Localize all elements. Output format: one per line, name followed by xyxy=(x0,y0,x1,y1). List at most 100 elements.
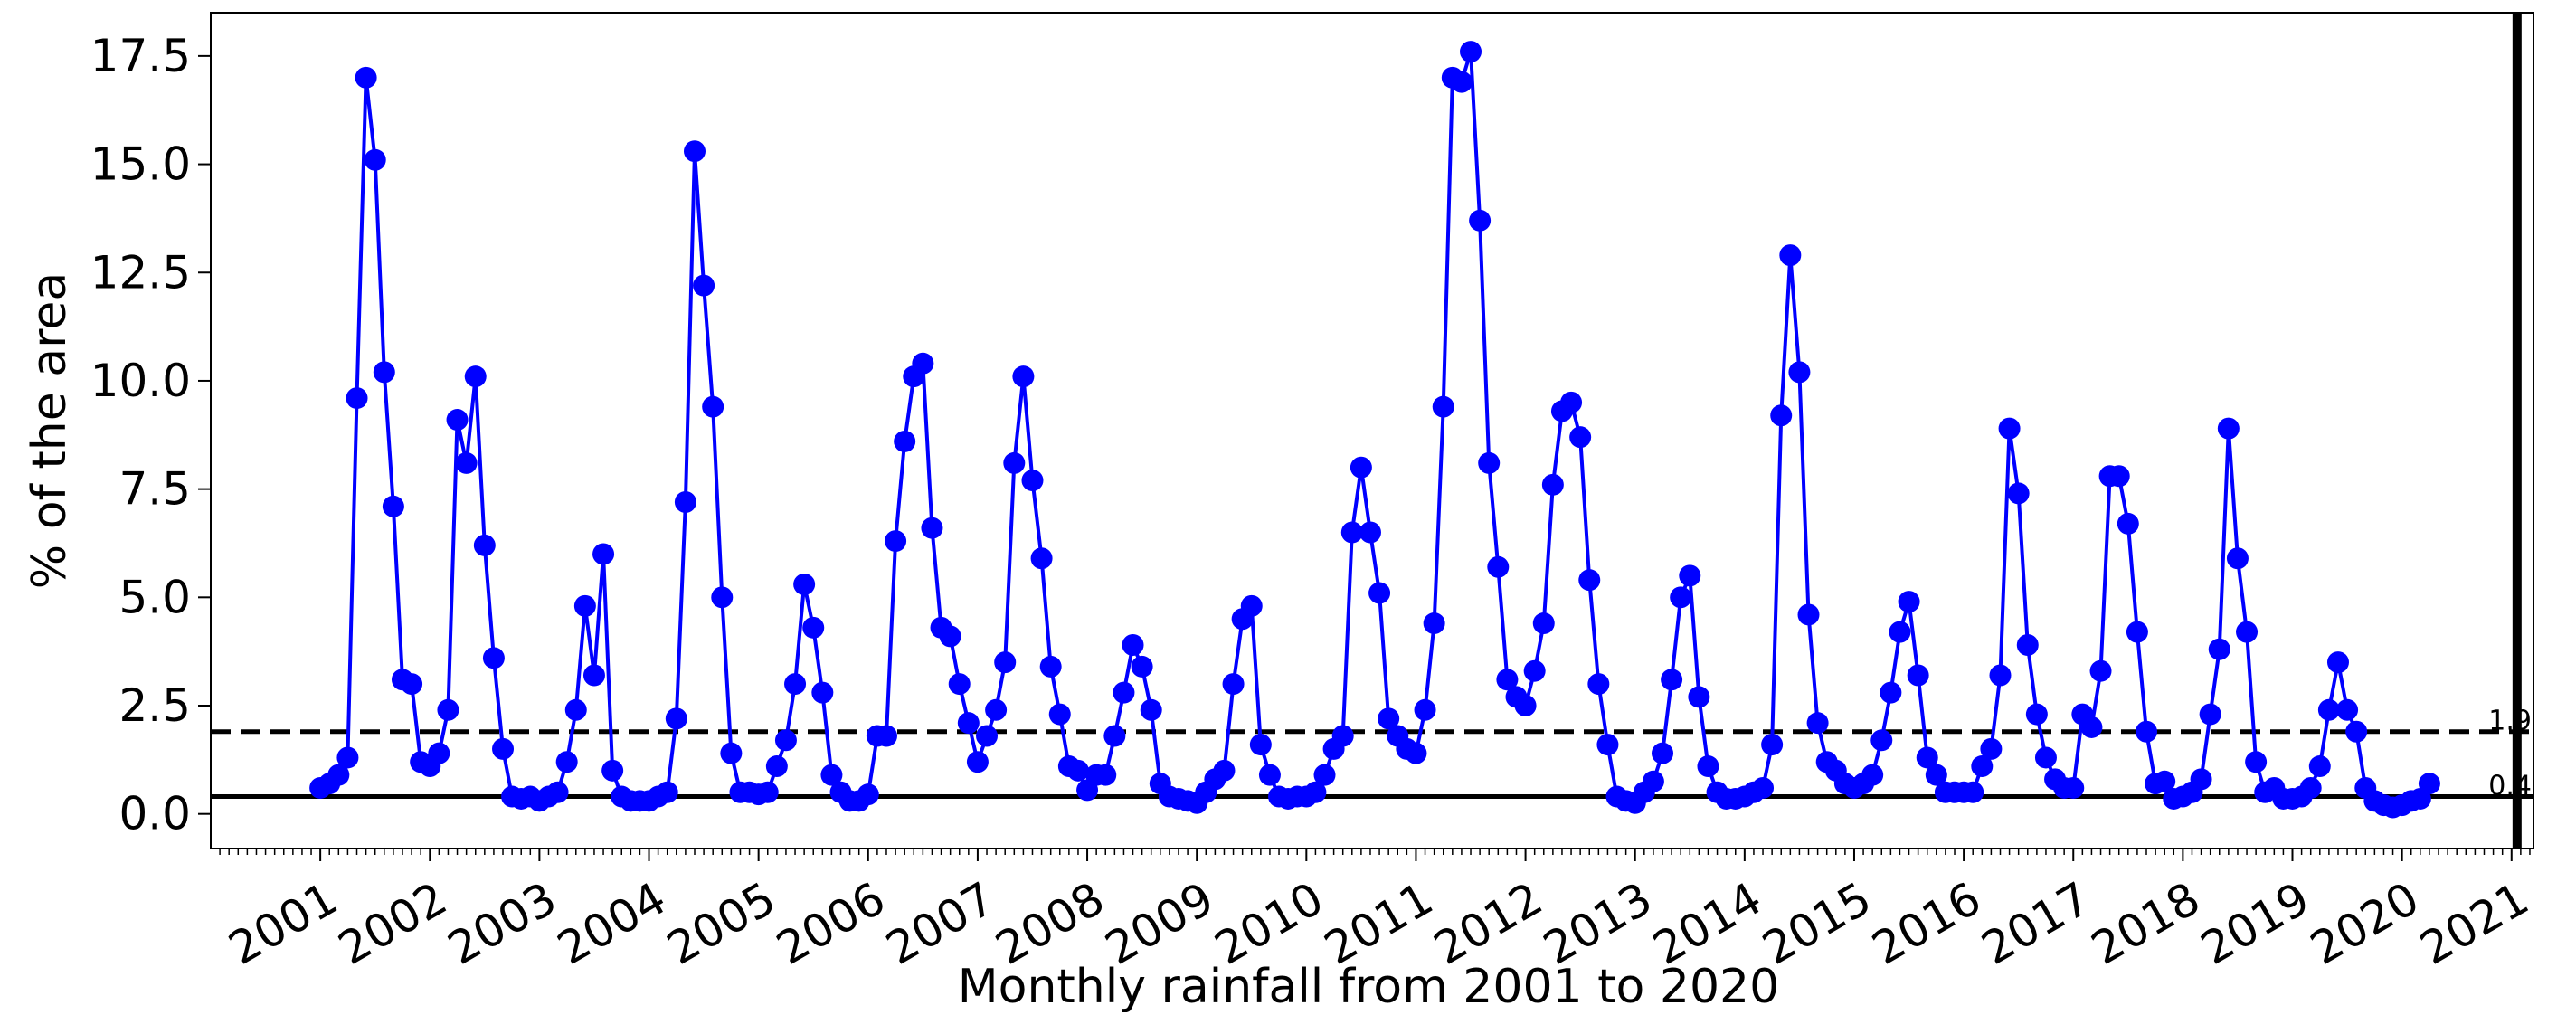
data-point xyxy=(939,625,961,648)
data-point xyxy=(2107,465,2130,488)
data-point xyxy=(2226,547,2249,570)
data-point xyxy=(1340,521,1363,544)
data-point xyxy=(921,517,943,539)
data-point xyxy=(1131,655,1153,678)
data-point xyxy=(711,586,734,609)
data-point xyxy=(912,352,934,375)
data-point xyxy=(894,430,916,452)
data-point xyxy=(1898,591,1920,613)
data-point xyxy=(1478,451,1501,474)
data-point xyxy=(1103,725,1126,747)
data-point xyxy=(2136,720,2157,743)
y-tick-label: 0.0 xyxy=(118,788,191,840)
data-point xyxy=(1532,612,1555,635)
data-point xyxy=(811,681,834,704)
data-point xyxy=(1661,669,1683,691)
data-point xyxy=(1697,755,1719,778)
data-point xyxy=(546,781,569,803)
data-point xyxy=(1569,426,1592,449)
data-point xyxy=(336,746,359,769)
data-point xyxy=(674,490,696,513)
data-point xyxy=(1405,742,1427,764)
data-point xyxy=(2326,651,2349,674)
data-point xyxy=(1596,734,1619,756)
data-point xyxy=(1889,621,1911,643)
data-point xyxy=(1350,456,1372,479)
data-point xyxy=(1806,712,1829,735)
reference-line-label: 1.9 xyxy=(2488,706,2532,737)
data-point xyxy=(1980,737,2003,760)
data-point xyxy=(1907,664,1929,687)
data-point xyxy=(482,647,505,669)
data-point xyxy=(601,759,624,782)
data-point xyxy=(1989,664,2012,687)
data-point xyxy=(1587,673,1610,696)
data-point xyxy=(1450,71,1473,93)
data-point xyxy=(1140,698,1162,721)
data-point xyxy=(1030,547,1053,570)
data-point xyxy=(2336,698,2359,721)
data-point xyxy=(1788,361,1811,384)
data-point xyxy=(656,781,678,803)
data-point xyxy=(720,742,743,764)
y-tick-label: 10.0 xyxy=(90,355,191,407)
data-point xyxy=(1304,781,1327,803)
data-point xyxy=(2062,776,2085,799)
data-point xyxy=(1213,759,1236,782)
data-point xyxy=(455,451,478,474)
data-point xyxy=(2080,716,2103,738)
data-point xyxy=(756,781,779,803)
data-point xyxy=(1039,655,1062,678)
data-point xyxy=(1541,473,1564,496)
data-point xyxy=(885,530,907,553)
data-point xyxy=(446,409,469,432)
data-point xyxy=(1962,781,1984,803)
data-point xyxy=(401,673,423,696)
data-point xyxy=(327,764,350,786)
data-point xyxy=(784,673,807,696)
data-point xyxy=(793,573,816,595)
data-point xyxy=(1752,776,1775,799)
data-point xyxy=(2208,638,2230,660)
data-point xyxy=(994,651,1017,674)
data-point xyxy=(684,140,706,163)
data-point xyxy=(875,725,897,747)
data-point xyxy=(1670,586,1692,609)
data-point xyxy=(1496,669,1519,691)
data-point xyxy=(774,729,797,752)
data-point xyxy=(1378,707,1400,730)
data-point xyxy=(2190,768,2212,791)
data-point xyxy=(2245,751,2268,773)
data-point xyxy=(2418,773,2440,795)
plot-frame xyxy=(210,12,2534,849)
data-point xyxy=(2299,776,2322,799)
data-point xyxy=(2034,746,2057,769)
data-point xyxy=(1642,770,1664,792)
series-line xyxy=(319,51,2431,810)
data-point xyxy=(1460,41,1482,63)
data-point xyxy=(1916,746,1938,769)
data-point xyxy=(1313,764,1336,786)
data-point xyxy=(1021,470,1044,492)
data-point xyxy=(1925,764,1947,786)
y-axis-label: % of the area xyxy=(23,272,77,589)
data-point xyxy=(1113,681,1135,704)
data-point xyxy=(2317,698,2340,721)
data-point xyxy=(464,365,487,388)
data-point xyxy=(665,707,687,730)
data-point xyxy=(702,395,724,418)
data-point xyxy=(1880,681,1902,704)
data-point xyxy=(693,274,715,297)
data-point xyxy=(966,751,989,773)
data-point xyxy=(802,616,825,639)
data-point xyxy=(492,737,515,760)
data-point xyxy=(1048,703,1071,726)
data-point xyxy=(948,673,971,696)
data-point xyxy=(1998,417,2021,440)
y-tick-label: 7.5 xyxy=(118,463,191,516)
data-point xyxy=(1797,603,1820,626)
data-point xyxy=(428,742,450,764)
data-point xyxy=(1761,734,1784,756)
data-point xyxy=(765,755,788,778)
